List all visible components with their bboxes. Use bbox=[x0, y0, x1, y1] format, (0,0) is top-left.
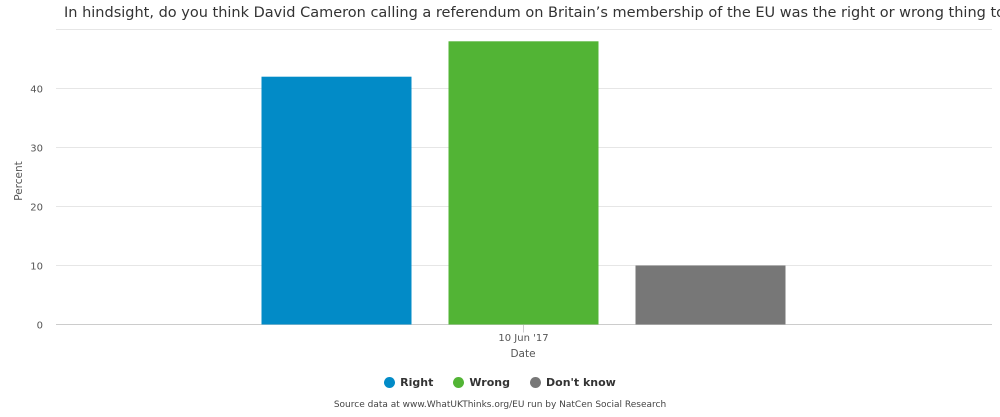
x-tick-label: 10 Jun '17 bbox=[498, 333, 548, 344]
legend-item-wrong[interactable]: Wrong bbox=[453, 376, 510, 389]
legend-label-right: Right bbox=[400, 376, 434, 389]
legend-swatch-dont-know bbox=[530, 377, 541, 388]
bar-wrong[interactable] bbox=[448, 41, 599, 325]
bar-right[interactable] bbox=[261, 76, 412, 325]
legend-item-dont-know[interactable]: Don't know bbox=[530, 376, 616, 389]
y-tick-label: 20 bbox=[30, 203, 43, 214]
legend-label-dont-know: Don't know bbox=[546, 376, 616, 389]
y-tick-label: 0 bbox=[37, 321, 43, 332]
legend-label-wrong: Wrong bbox=[469, 376, 510, 389]
y-tick-label: 40 bbox=[30, 85, 43, 96]
chart-title: In hindsight, do you think David Cameron… bbox=[64, 5, 1000, 21]
bar-don-t-know[interactable] bbox=[635, 265, 786, 325]
y-axis-label: Percent bbox=[13, 161, 25, 201]
legend-swatch-wrong bbox=[453, 377, 465, 388]
y-tick-label: 30 bbox=[30, 144, 43, 155]
legend-item-right[interactable]: Right bbox=[384, 376, 433, 389]
y-tick-label: 10 bbox=[30, 262, 43, 273]
source-note: Source data at www.WhatUKThinks.org/EU r… bbox=[333, 400, 667, 410]
legend: Right Wrong Don't know bbox=[0, 376, 1000, 389]
x-axis-label: Date bbox=[510, 348, 536, 360]
legend-swatch-right bbox=[384, 377, 396, 388]
